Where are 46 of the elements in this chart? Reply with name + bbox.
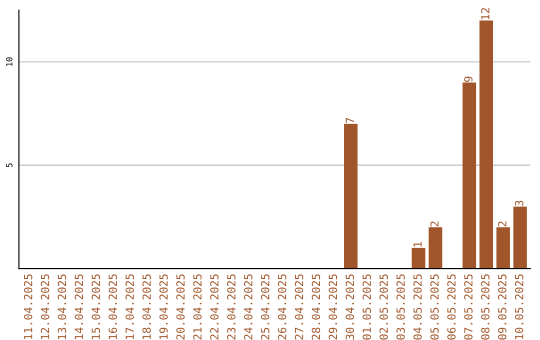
x-tick-label: 12.04.2025 (40, 274, 50, 340)
data-label: 1 (414, 242, 422, 247)
x-tick-label: 22.04.2025 (210, 274, 219, 340)
x-tick-label: 30.04.2025 (346, 274, 354, 340)
x-tick-label: 18.04.2025 (142, 274, 151, 340)
x-tick-label: 23.04.2025 (227, 274, 236, 340)
y-tick-label: 10 (6, 57, 12, 66)
x-tick-label: 01.05.2025 (362, 274, 371, 340)
x-tick-label: 03.05.2025 (396, 274, 405, 340)
bar (479, 20, 494, 269)
bar (428, 227, 442, 269)
x-tick-label: 08.05.2025 (481, 274, 490, 340)
x-tick-label: 14.04.2025 (74, 274, 84, 340)
bar (462, 82, 476, 269)
data-label: 3 (514, 200, 524, 206)
x-tick-label: 25.04.2025 (260, 274, 270, 340)
x-tick-label: 02.05.2025 (380, 274, 388, 340)
data-label: 2 (430, 222, 439, 226)
x-tick-label: 17.04.2025 (126, 274, 134, 340)
x-tick-label: 15.04.2025 (92, 274, 100, 340)
x-tick-label: 05.05.2025 (430, 274, 439, 340)
data-label: 12 (481, 8, 490, 20)
x-tick-label: 20.04.2025 (176, 274, 185, 340)
x-tick-label: 21.04.2025 (193, 274, 202, 340)
bar (496, 227, 510, 269)
x-tick-label: 13.04.2025 (58, 274, 66, 340)
x-tick-label: 06.05.2025 (447, 274, 456, 340)
x-tick-label: 24.04.2025 (244, 274, 252, 340)
x-tick-label: 27.04.2025 (294, 274, 304, 340)
x-tick-label: 11.04.2025 (24, 274, 32, 340)
bar (513, 206, 527, 269)
data-label: 2 (498, 222, 506, 226)
bar (344, 124, 358, 269)
x-tick-label: 19.04.2025 (159, 274, 168, 340)
x-tick-label: 10.05.2025 (514, 274, 524, 340)
data-label: 9 (464, 76, 473, 82)
bar (412, 248, 426, 269)
x-tick-label: 09.05.2025 (498, 274, 506, 340)
x-tick-label: 26.04.2025 (278, 274, 286, 340)
x-tick-label: 07.05.2025 (464, 274, 473, 340)
data-label: 7 (346, 118, 354, 124)
x-tick-label: 16.04.2025 (108, 274, 117, 340)
x-tick-label: 29.04.2025 (328, 274, 338, 340)
x-tick-label: 04.05.2025 (413, 274, 422, 340)
y-tick-label: 5 (6, 163, 12, 168)
x-tick-label: 28.04.2025 (312, 274, 320, 340)
